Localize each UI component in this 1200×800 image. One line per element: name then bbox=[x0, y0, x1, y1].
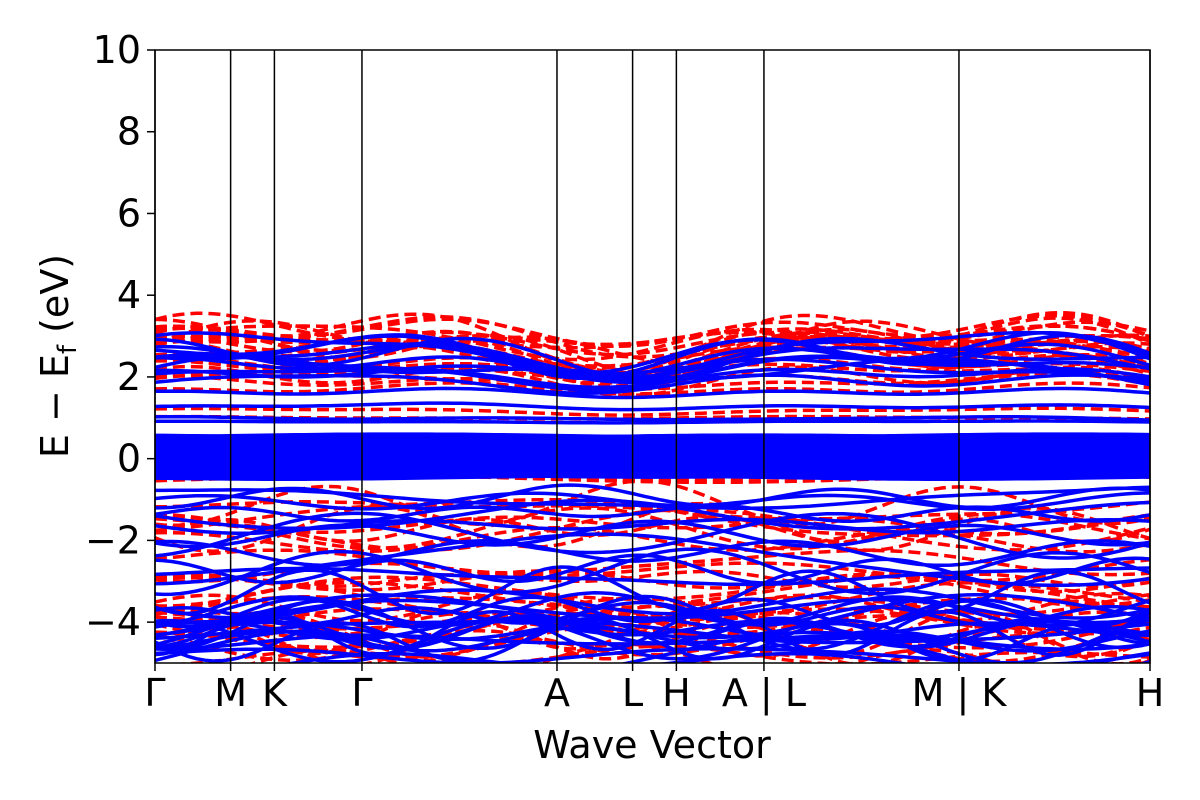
y-axis-label: E − Ef (eV) bbox=[33, 254, 83, 458]
y-tick-label: 2 bbox=[117, 355, 141, 399]
band-line-solid bbox=[155, 614, 1150, 650]
x-tick-label: L bbox=[622, 671, 643, 715]
band-line-dashed bbox=[155, 479, 1150, 528]
x-tick-label: Γ bbox=[351, 671, 372, 715]
x-tick-label: A bbox=[544, 671, 570, 715]
y-tick-label: 4 bbox=[117, 273, 141, 317]
band-line-dashed bbox=[155, 356, 1150, 381]
plot-frame bbox=[154, 49, 1151, 664]
band-line-solid bbox=[155, 565, 1150, 616]
solid-band-series bbox=[155, 330, 1150, 663]
band-line-dashed bbox=[155, 513, 1150, 536]
y-tick-label: 8 bbox=[117, 110, 141, 154]
y-tick-label: 6 bbox=[117, 191, 141, 235]
x-tick-label: H bbox=[1136, 671, 1165, 715]
band-line-dashed bbox=[155, 590, 1150, 623]
band-line-solid bbox=[155, 432, 1150, 441]
band-line-solid bbox=[155, 414, 1150, 422]
band-line-dashed bbox=[155, 596, 1150, 650]
band-line-solid bbox=[155, 608, 1150, 657]
band-line-dashed bbox=[155, 381, 1150, 396]
band-line-dashed bbox=[155, 406, 1150, 417]
y-tick-label: 10 bbox=[93, 28, 141, 72]
band-line-solid bbox=[155, 647, 1150, 663]
band-line-solid bbox=[155, 625, 1150, 653]
band-line-solid bbox=[155, 511, 1150, 560]
band-line-solid bbox=[155, 330, 1150, 381]
y-axis-label-unit: (eV) bbox=[33, 254, 77, 345]
y-tick-label: −4 bbox=[85, 600, 141, 644]
band-line-solid bbox=[155, 617, 1150, 663]
band-line-solid bbox=[155, 594, 1150, 651]
band-line-dashed bbox=[155, 525, 1150, 554]
band-line-dashed bbox=[155, 500, 1150, 521]
band-line-solid bbox=[155, 330, 1150, 375]
band-line-solid bbox=[155, 553, 1150, 586]
x-tick-label: H bbox=[662, 671, 691, 715]
band-line-dashed bbox=[155, 317, 1150, 348]
y-axis-ticks: 10 8 6 4 2 0 −2 −4 bbox=[85, 28, 155, 644]
band-line-dashed bbox=[155, 508, 1150, 552]
x-tick-label: Γ bbox=[144, 671, 165, 715]
x-axis-label: Wave Vector bbox=[533, 723, 771, 767]
band-line-solid bbox=[155, 419, 1150, 425]
band-line-solid bbox=[283, 651, 1150, 663]
band-line-solid bbox=[155, 357, 1150, 384]
band-line-solid bbox=[155, 617, 1150, 663]
x-tick-label: M bbox=[214, 671, 247, 715]
band-line-solid bbox=[155, 485, 1150, 510]
band-line-solid bbox=[155, 355, 1150, 385]
band-line-solid bbox=[155, 401, 1150, 412]
x-tick-label: M | K bbox=[912, 671, 1008, 716]
y-axis-label-subscript: f bbox=[53, 344, 83, 354]
band-line-solid bbox=[155, 597, 1150, 625]
band-line-solid bbox=[155, 587, 1150, 620]
band-line-solid bbox=[155, 566, 1150, 587]
y-tick-label: 0 bbox=[117, 437, 141, 481]
band-line-dashed bbox=[155, 497, 1150, 538]
band-line-dashed bbox=[155, 364, 1150, 398]
band-line-solid bbox=[155, 547, 1150, 597]
band-line-dashed bbox=[155, 574, 1150, 608]
x-tick-label: K bbox=[262, 671, 288, 715]
y-axis-label-main: E − E bbox=[33, 354, 77, 458]
x-tick-label: A | L bbox=[722, 671, 806, 716]
y-tick-label: −2 bbox=[85, 518, 141, 562]
band-line-dashed bbox=[155, 569, 1150, 594]
band-line-solid bbox=[155, 386, 1150, 400]
band-line-dashed bbox=[155, 506, 1150, 551]
